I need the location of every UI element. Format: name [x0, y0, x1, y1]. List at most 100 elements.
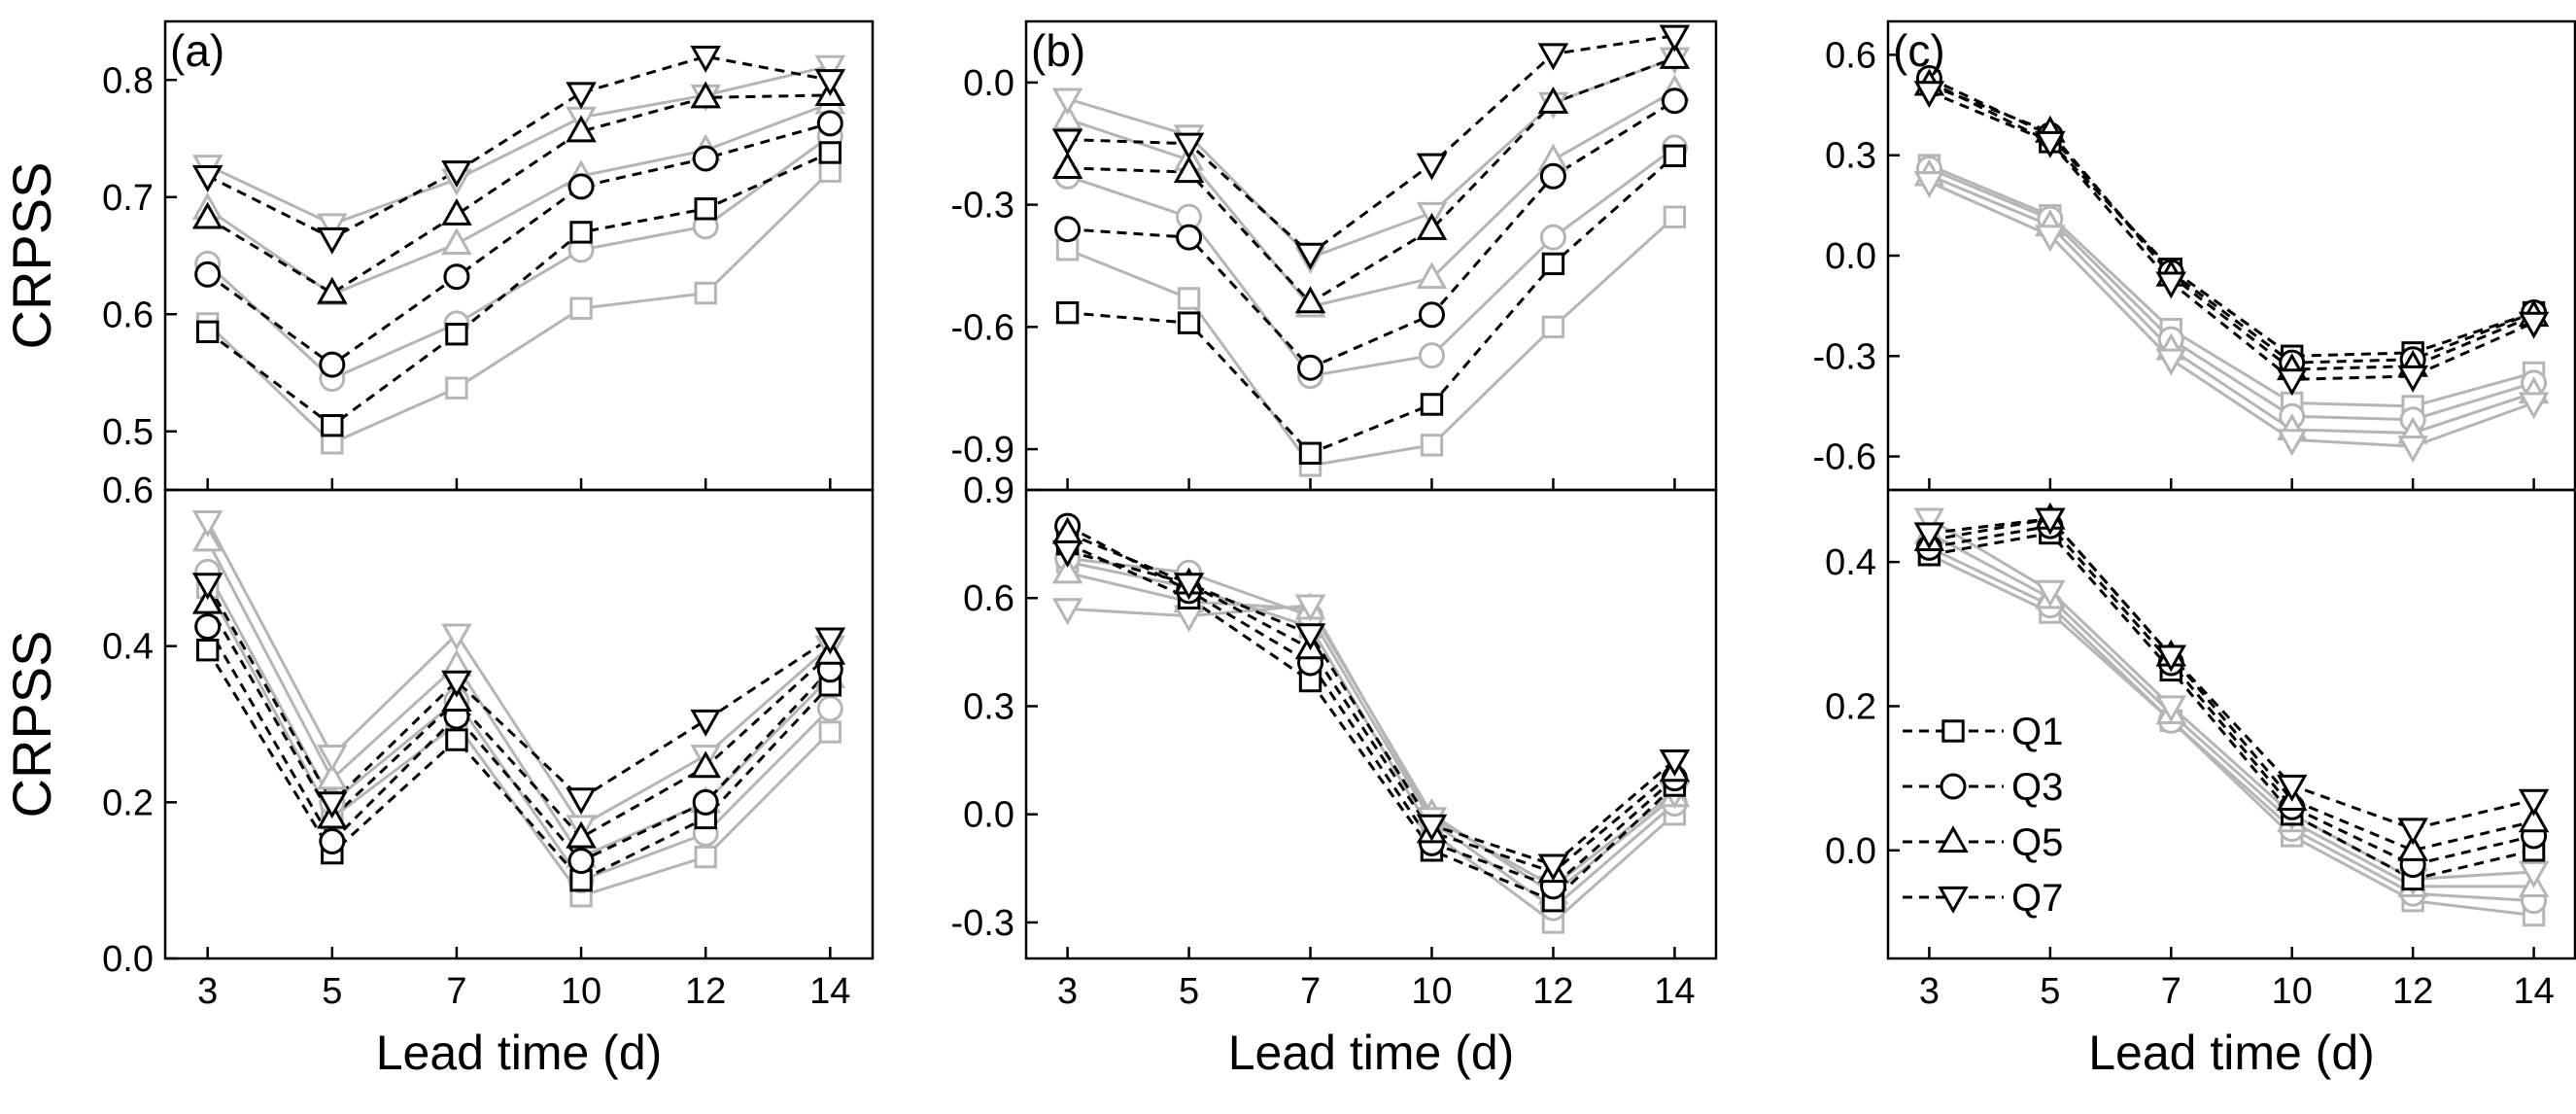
series-line-gray-solid-circle — [206, 571, 832, 883]
y-tick-label: 0.2 — [102, 783, 154, 823]
y-tick-label: 0.3 — [1825, 136, 1876, 177]
x-tick-label: 5 — [1179, 971, 1199, 1012]
data-point-circle — [319, 828, 346, 854]
data-point-circle — [1054, 216, 1082, 243]
legend-label: Q3 — [2011, 766, 2063, 809]
data-point-triangle-down — [2155, 271, 2187, 299]
series-line-black-dashed-triangle-down — [1067, 34, 1675, 256]
data-point-triangle-down — [191, 510, 223, 538]
data-point-triangle-up — [566, 820, 597, 849]
y-tick-label: 0.0 — [963, 795, 1014, 836]
data-point-triangle-down — [1173, 132, 1205, 160]
data-point-square — [694, 197, 717, 221]
data-point-triangle-up — [1659, 41, 1691, 69]
legend-label: Q1 — [2011, 711, 2063, 753]
y-tick-label: 0.0 — [1825, 236, 1876, 277]
x-tick-label: 7 — [2161, 971, 2181, 1012]
legend-label: Q5 — [2011, 821, 2063, 864]
series-line-gray-solid-circle — [206, 134, 832, 381]
data-point-square — [1177, 311, 1201, 334]
y-axis-label: CRPSS — [1, 162, 62, 350]
series-line-gray-solid-triangle-down — [1067, 56, 1675, 260]
series-line-black-dashed-triangle-down — [1928, 89, 2535, 381]
data-point-square — [818, 159, 842, 183]
series-line-gray-solid-triangle-down — [206, 520, 832, 828]
data-point-triangle-down — [2276, 774, 2308, 802]
series-line-black-dashed-circle — [1066, 524, 1676, 888]
series-line-gray-solid-triangle-down — [1928, 180, 2535, 448]
data-point-square — [818, 720, 842, 744]
x-tick-label: 3 — [1057, 971, 1078, 1012]
data-point-triangle-down — [1051, 540, 1083, 568]
data-point-triangle-down — [317, 745, 348, 772]
series-line-gray-solid-triangle-up — [1928, 532, 2534, 888]
series-line-gray-solid-square — [1928, 163, 2534, 408]
data-point-triangle-down — [1913, 171, 1945, 199]
x-tick-label: 5 — [322, 971, 342, 1012]
data-point-triangle-down — [191, 573, 223, 601]
y-axis-label: CRPSS — [1, 631, 62, 818]
x-tick-label: 7 — [1300, 971, 1321, 1012]
data-point-circle — [319, 351, 346, 378]
data-point-square — [445, 323, 468, 346]
data-point-circle — [1539, 224, 1566, 251]
series-line-black-dashed-triangle-down — [1929, 517, 2534, 831]
panel-frame — [1886, 19, 2576, 492]
series-line-black-dashed-square — [1929, 531, 2534, 882]
data-point-square — [694, 845, 717, 869]
y-tick-label: 0.3 — [963, 686, 1014, 727]
legend-marker-triangle-up — [1938, 825, 1969, 853]
y-tick-label: 0.6 — [102, 470, 154, 511]
series-line-gray-solid-triangle-down — [207, 64, 831, 226]
series-line-black-dashed-triangle-down — [206, 582, 832, 805]
data-point-triangle-down — [1659, 748, 1691, 777]
data-point-triangle-down — [1294, 594, 1326, 622]
series-line-gray-solid-triangle-down — [1928, 517, 2534, 881]
data-point-square — [1663, 205, 1687, 228]
data-point-triangle-down — [2035, 507, 2066, 536]
series-line-gray-solid-triangle-up — [1928, 173, 2535, 435]
data-point-square — [1663, 144, 1687, 168]
data-point-triangle-up — [1173, 156, 1205, 184]
series-line-black-dashed-triangle-up — [206, 93, 831, 296]
data-point-square — [1541, 315, 1565, 339]
data-point-square — [321, 414, 344, 437]
series-line-gray-solid-circle — [1928, 545, 2534, 903]
data-point-triangle-up — [191, 524, 223, 552]
series-line-black-dashed-circle — [1067, 99, 1676, 370]
x-axis-label: Lead time (d) — [1228, 1026, 1515, 1080]
data-point-triangle-down — [690, 46, 721, 74]
legend-marker-circle — [1940, 773, 1967, 800]
data-point-circle — [816, 695, 843, 722]
data-point-circle — [443, 263, 470, 291]
data-point-square — [195, 320, 220, 344]
x-tick-label: 10 — [561, 971, 601, 1012]
data-point-triangle-down — [441, 160, 472, 189]
data-point-circle — [194, 261, 222, 288]
series-line-black-dashed-triangle-up — [1928, 84, 2535, 371]
y-tick-label: 0.8 — [102, 60, 154, 101]
legend-marker-square — [1941, 719, 1965, 743]
y-tick-label: 0.6 — [963, 578, 1014, 619]
data-point-triangle-down — [1537, 853, 1569, 882]
series-line-gray-solid-circle — [1928, 167, 2535, 422]
y-tick-label: -0.3 — [951, 186, 1014, 226]
series-line-black-dashed-square — [1928, 80, 2535, 358]
data-point-triangle-up — [191, 201, 223, 229]
data-point-triangle-up — [441, 684, 472, 712]
data-point-triangle-down — [1416, 814, 1448, 842]
y-tick-label: 0.0 — [102, 939, 154, 980]
data-point-triangle-down — [1051, 87, 1083, 116]
x-tick-label: 12 — [1532, 971, 1573, 1012]
data-point-square — [1055, 300, 1080, 325]
panel-frame — [1024, 488, 1718, 960]
data-point-square — [694, 281, 717, 305]
series-line-black-dashed-triangle-down — [207, 54, 831, 240]
data-point-triangle-up — [1294, 286, 1326, 314]
series-line-gray-solid-triangle-up — [1067, 571, 1676, 896]
data-point-triangle-down — [814, 54, 846, 83]
data-point-triangle-down — [814, 69, 846, 97]
data-point-triangle-down — [2518, 311, 2550, 339]
data-point-triangle-down — [2518, 788, 2550, 817]
series-line-black-dashed-circle — [1928, 77, 2535, 365]
